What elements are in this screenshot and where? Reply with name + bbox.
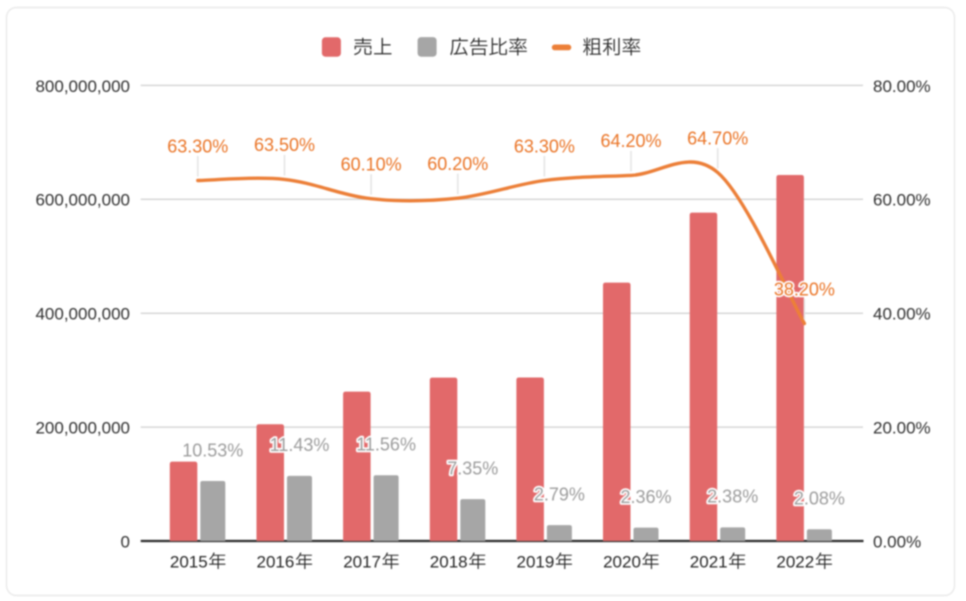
svg-text:64.20%: 64.20% (600, 131, 661, 151)
svg-text:63.50%: 63.50% (254, 135, 315, 155)
svg-text:400,000,000: 400,000,000 (35, 305, 130, 324)
svg-text:63.30%: 63.30% (514, 136, 575, 156)
svg-text:2015: 2015 (170, 552, 208, 571)
svg-text:7.35%: 7.35% (447, 458, 498, 478)
svg-text:2021: 2021 (690, 552, 728, 571)
svg-text:2.08%: 2.08% (794, 489, 845, 509)
svg-text:2.38%: 2.38% (707, 487, 758, 507)
svg-text:200,000,000: 200,000,000 (35, 419, 130, 438)
svg-text:63.30%: 63.30% (167, 136, 228, 156)
svg-text:2016: 2016 (257, 552, 295, 571)
svg-text:60.20%: 60.20% (427, 154, 488, 174)
svg-text:60.00%: 60.00% (873, 191, 931, 210)
svg-text:64.70%: 64.70% (687, 128, 748, 148)
svg-text:20.00%: 20.00% (873, 419, 931, 438)
svg-text:0.00%: 0.00% (873, 532, 921, 551)
svg-text:80.00%: 80.00% (873, 77, 931, 96)
svg-text:2020: 2020 (603, 552, 641, 571)
svg-text:2017: 2017 (343, 552, 381, 571)
svg-text:2.79%: 2.79% (534, 484, 585, 504)
svg-text:600,000,000: 600,000,000 (35, 191, 130, 210)
svg-text:11.43%: 11.43% (270, 435, 330, 455)
svg-text:2022: 2022 (776, 552, 814, 571)
svg-text:0: 0 (121, 532, 130, 551)
svg-text:2019: 2019 (517, 552, 555, 571)
svg-text:2.36%: 2.36% (620, 487, 671, 507)
svg-text:60.10%: 60.10% (341, 155, 402, 175)
svg-text:800,000,000: 800,000,000 (35, 77, 130, 96)
svg-text:11.56%: 11.56% (356, 435, 416, 455)
svg-text:40.00%: 40.00% (873, 305, 931, 324)
svg-text:2018: 2018 (430, 552, 468, 571)
svg-text:10.53%: 10.53% (182, 440, 243, 460)
svg-text:38.20%: 38.20% (774, 279, 835, 299)
